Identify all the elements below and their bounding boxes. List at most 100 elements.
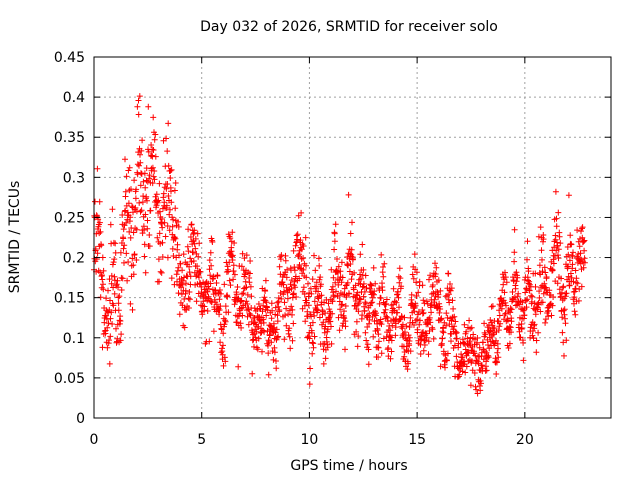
- data-point: [133, 208, 140, 215]
- data-point: [328, 266, 335, 273]
- data-point: [375, 354, 382, 361]
- data-point: [396, 304, 402, 311]
- data-point: [339, 274, 346, 281]
- data-point: [432, 260, 438, 267]
- data-point: [302, 318, 309, 325]
- data-point: [370, 264, 377, 271]
- data-point: [311, 252, 317, 259]
- data-point: [394, 309, 401, 316]
- data-point: [405, 332, 412, 339]
- data-point: [430, 335, 437, 342]
- data-point: [175, 264, 182, 271]
- data-point: [146, 232, 153, 238]
- x-tick-label: 5: [197, 432, 206, 448]
- data-point: [360, 280, 367, 287]
- data-point: [243, 252, 250, 259]
- data-point: [284, 289, 291, 296]
- data-point: [217, 290, 224, 297]
- data-point: [417, 351, 424, 357]
- data-point: [364, 324, 371, 330]
- data-point: [528, 298, 535, 305]
- data-point: [575, 297, 582, 304]
- data-point: [567, 232, 574, 239]
- data-point: [352, 282, 359, 289]
- data-point: [311, 312, 318, 319]
- data-point: [270, 356, 277, 363]
- data-point: [243, 298, 250, 305]
- data-point: [166, 227, 173, 234]
- data-point: [159, 224, 166, 231]
- data-point: [239, 250, 246, 257]
- data-point: [316, 314, 323, 321]
- data-point: [382, 306, 389, 313]
- data-point: [328, 286, 335, 293]
- data-point: [127, 234, 134, 241]
- data-point: [369, 290, 376, 297]
- data-point: [562, 320, 569, 327]
- data-point: [565, 192, 572, 199]
- data-point: [461, 340, 468, 347]
- data-point: [160, 190, 167, 197]
- data-point: [485, 342, 491, 348]
- data-point: [265, 350, 272, 357]
- data-point: [377, 295, 384, 302]
- data-point: [244, 301, 251, 307]
- data-point: [164, 148, 171, 155]
- data-point: [195, 253, 202, 260]
- data-point: [493, 371, 500, 377]
- data-point: [351, 269, 358, 276]
- data-point: [197, 280, 204, 287]
- data-point: [532, 283, 539, 290]
- data-point: [305, 302, 312, 309]
- data-point: [348, 276, 355, 283]
- data-point: [301, 291, 308, 297]
- data-point: [579, 225, 585, 232]
- data-point: [523, 297, 529, 304]
- data-point: [414, 311, 421, 318]
- data-point: [363, 337, 370, 344]
- data-point: [272, 304, 279, 311]
- data-point: [413, 269, 420, 276]
- data-point: [536, 288, 543, 295]
- data-point: [207, 280, 214, 287]
- data-point: [396, 265, 403, 272]
- data-point: [239, 291, 246, 297]
- data-point: [318, 292, 325, 299]
- data-point: [574, 227, 581, 234]
- data-point: [142, 269, 149, 276]
- data-point: [330, 274, 337, 281]
- data-point: [375, 338, 382, 345]
- data-point: [332, 279, 339, 286]
- data-point: [349, 219, 355, 226]
- data-point: [214, 272, 221, 279]
- data-point: [367, 282, 374, 289]
- data-point: [557, 240, 564, 247]
- data-point: [227, 282, 234, 289]
- data-point: [381, 260, 388, 267]
- data-point: [163, 202, 170, 209]
- data-point: [409, 271, 416, 278]
- data-point: [303, 274, 310, 281]
- data-point: [222, 358, 229, 365]
- data-point: [437, 363, 444, 370]
- data-point: [164, 181, 171, 187]
- data-point: [113, 281, 120, 288]
- data-point: [420, 297, 427, 304]
- data-point: [285, 330, 292, 337]
- x-axis-label: GPS time / hours: [290, 458, 407, 474]
- data-point: [555, 255, 562, 262]
- data-point: [309, 319, 316, 326]
- data-point: [131, 251, 138, 258]
- data-point: [99, 276, 106, 283]
- data-point: [106, 360, 113, 367]
- data-point: [339, 301, 346, 308]
- data-point: [366, 320, 372, 327]
- data-point: [459, 368, 466, 375]
- data-point: [550, 294, 557, 300]
- data-point: [150, 114, 157, 121]
- data-point: [294, 236, 301, 243]
- data-point: [196, 274, 202, 281]
- data-point: [554, 280, 561, 287]
- data-point: [580, 264, 587, 271]
